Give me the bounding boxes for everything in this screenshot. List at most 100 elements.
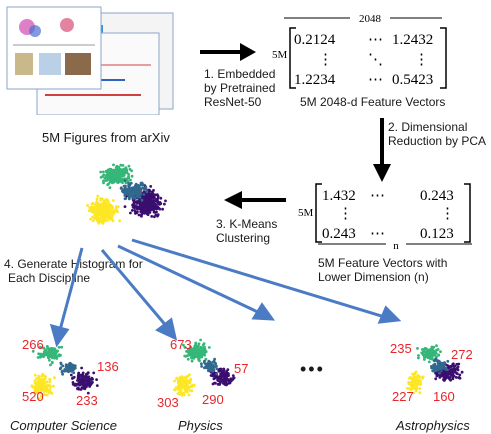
scatter-point: [186, 383, 189, 387]
scatter-point: [140, 213, 143, 217]
scatter-point: [213, 376, 216, 380]
scatter-point: [417, 375, 421, 378]
scatter-point: [46, 346, 50, 350]
scatter-point: [102, 179, 105, 183]
scatter-point: [453, 370, 457, 373]
physics-count-2: 57: [234, 361, 249, 376]
scatter-point: [437, 366, 440, 370]
scatter-point: [153, 215, 156, 219]
step2-label: 2. Dimensional Reduction by PCA: [388, 120, 487, 148]
matrix1-rows-label: 5M: [272, 49, 288, 61]
scatter-point: [197, 349, 201, 353]
scatter-point: [213, 357, 216, 361]
scatter-point: [118, 219, 122, 223]
scatter-point: [190, 359, 194, 363]
scatter-point: [95, 217, 98, 221]
scatter-point: [145, 202, 149, 206]
scatter-point: [418, 391, 422, 395]
scatter-point: [125, 170, 128, 174]
scatter-point: [73, 364, 77, 368]
scatter-point: [114, 166, 118, 170]
scatter-point: [106, 218, 110, 222]
scatter-point: [161, 207, 164, 211]
scatter-point: [219, 372, 222, 376]
physics-scatter: [173, 338, 236, 397]
scatter-point: [33, 381, 37, 385]
scatter-point: [197, 358, 200, 361]
scatter-point: [152, 189, 155, 192]
scatter-point: [61, 364, 65, 368]
scatter-point: [127, 176, 130, 179]
arrow-head: [251, 302, 276, 321]
scatter-point: [72, 371, 76, 375]
scatter-point: [42, 346, 46, 350]
scatter-point: [222, 380, 225, 384]
scatter-point: [435, 344, 438, 348]
scatter-point: [39, 394, 43, 398]
scatter-point: [124, 192, 127, 196]
scatter-point: [36, 388, 39, 392]
scatter-point: [50, 361, 54, 365]
scatter-point: [78, 382, 81, 386]
svg-text:0.2124: 0.2124: [294, 32, 336, 48]
scatter-point: [106, 169, 110, 173]
astro-count-2: 272: [451, 347, 473, 362]
scatter-point: [417, 354, 420, 357]
scatter-point: [418, 387, 422, 390]
scatter-point: [38, 388, 42, 392]
scatter-point: [89, 217, 93, 221]
scatter-point: [182, 379, 185, 382]
scatter-point: [100, 215, 104, 218]
scatter-point: [39, 378, 43, 381]
scatter-point: [135, 191, 139, 195]
scatter-point: [214, 362, 217, 366]
scatter-point: [112, 163, 115, 167]
scatter-point: [460, 370, 464, 374]
scatter-point: [87, 380, 90, 384]
scatter-point: [187, 393, 191, 397]
scatter-point: [43, 393, 46, 396]
scatter-point: [183, 354, 187, 358]
astro-count-3: 227: [392, 389, 414, 404]
scatter-point: [111, 199, 115, 202]
scatter-point: [111, 206, 114, 210]
scatter-point: [224, 371, 227, 375]
scatter-point: [196, 345, 199, 348]
scatter-point: [412, 374, 416, 378]
scatter-point: [199, 338, 202, 342]
physics-count-1: 673: [170, 337, 192, 352]
scatter-point: [141, 208, 144, 211]
scatter-point: [45, 386, 49, 390]
scatter-point: [441, 366, 444, 370]
scatter-point: [408, 387, 412, 391]
scatter-point: [78, 375, 81, 378]
scatter-point: [149, 185, 153, 188]
scatter-point: [121, 164, 125, 167]
scatter-point: [97, 221, 101, 225]
scatter-point: [150, 215, 154, 218]
scatter-point: [183, 346, 187, 349]
scatter-point: [47, 390, 51, 394]
scatter-point: [173, 388, 176, 392]
scatter-point: [33, 373, 37, 377]
scatter-point: [446, 359, 450, 363]
scatter-point: [226, 378, 230, 382]
scatter-point: [88, 206, 92, 210]
arxiv-figures-thumbnail: [6, 6, 174, 115]
scatter-point: [77, 378, 81, 381]
scatter-point: [145, 188, 148, 192]
scatter-point: [158, 201, 162, 204]
scatter-point: [412, 391, 415, 395]
scatter-point: [59, 366, 63, 370]
astro-count-4: 160: [433, 389, 455, 404]
svg-text:⋮: ⋮: [318, 52, 333, 68]
scatter-point: [56, 349, 59, 353]
cs-count-1: 266: [22, 337, 44, 352]
scatter-point: [435, 373, 439, 377]
scatter-point: [52, 351, 56, 355]
scatter-point: [155, 207, 158, 211]
scatter-point: [215, 372, 219, 376]
scatter-point: [415, 387, 419, 390]
scatter-point: [49, 355, 53, 358]
scatter-point: [431, 347, 434, 351]
